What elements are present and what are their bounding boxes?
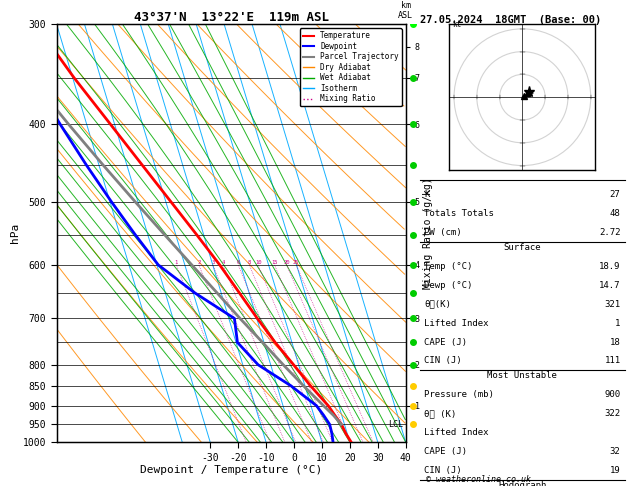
Text: 27: 27 [610,191,621,199]
Text: θᴀ (K): θᴀ (K) [425,409,457,418]
Text: kt: kt [452,19,461,29]
Text: Hodograph: Hodograph [498,481,547,486]
Text: 900: 900 [604,390,621,399]
Text: 2: 2 [198,260,201,265]
Text: Temp (°C): Temp (°C) [425,262,472,271]
Text: 10: 10 [255,260,261,265]
X-axis label: Dewpoint / Temperature (°C): Dewpoint / Temperature (°C) [140,466,322,475]
Text: K: K [425,191,430,199]
Text: Surface: Surface [504,243,541,252]
Text: Pressure (mb): Pressure (mb) [425,390,494,399]
Title: 43°37'N  13°22'E  119m ASL: 43°37'N 13°22'E 119m ASL [133,11,329,24]
Text: CAPE (J): CAPE (J) [425,338,467,347]
Text: PW (cm): PW (cm) [425,228,462,237]
Text: 19: 19 [610,466,621,475]
Text: 111: 111 [604,356,621,365]
Text: 48: 48 [610,209,621,218]
Text: 3: 3 [211,260,214,265]
Text: 18.9: 18.9 [599,262,621,271]
Text: 6: 6 [237,260,240,265]
Text: LCL: LCL [388,420,403,429]
Text: Dewp (°C): Dewp (°C) [425,281,472,290]
Text: 32: 32 [610,447,621,456]
Text: CIN (J): CIN (J) [425,356,462,365]
Text: 2.72: 2.72 [599,228,621,237]
Text: θᴀ(K): θᴀ(K) [425,300,451,309]
Text: 1: 1 [615,319,621,328]
Text: 321: 321 [604,300,621,309]
Text: km
ASL: km ASL [398,0,413,20]
Text: 15: 15 [271,260,278,265]
Text: 27.05.2024  18GMT  (Base: 00): 27.05.2024 18GMT (Base: 00) [420,15,601,25]
Text: 322: 322 [604,409,621,418]
Text: 4: 4 [221,260,225,265]
Text: 25: 25 [293,260,299,265]
Text: Totals Totals: Totals Totals [425,209,494,218]
Text: Most Unstable: Most Unstable [487,371,557,381]
Text: 18: 18 [610,338,621,347]
Text: 14.7: 14.7 [599,281,621,290]
Text: CAPE (J): CAPE (J) [425,447,467,456]
Text: 20: 20 [283,260,290,265]
Text: 1: 1 [175,260,178,265]
Legend: Temperature, Dewpoint, Parcel Trajectory, Dry Adiabat, Wet Adiabat, Isotherm, Mi: Temperature, Dewpoint, Parcel Trajectory… [299,28,402,106]
Text: Lifted Index: Lifted Index [425,319,489,328]
Text: Lifted Index: Lifted Index [425,428,489,437]
Y-axis label: hPa: hPa [10,223,20,243]
Text: CIN (J): CIN (J) [425,466,462,475]
Text: 8: 8 [248,260,251,265]
Y-axis label: Mixing Ratio (g/kg): Mixing Ratio (g/kg) [423,177,433,289]
Text: © weatheronline.co.uk: © weatheronline.co.uk [426,474,532,484]
